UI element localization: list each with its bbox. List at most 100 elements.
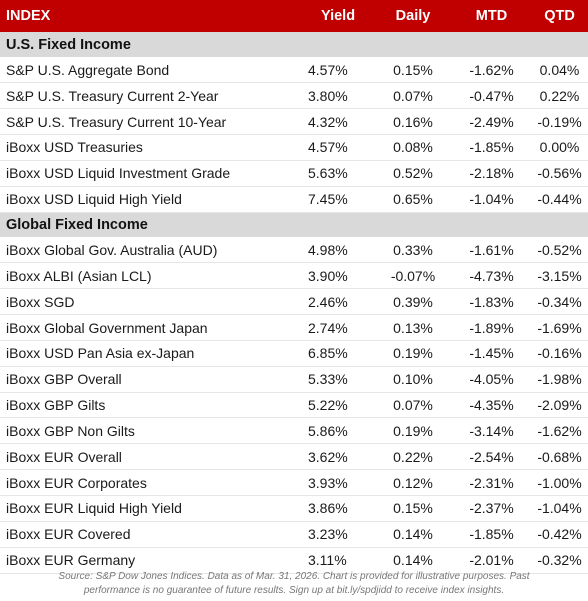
source-note: Source: S&P Dow Jones Indices. Data as o… — [0, 570, 588, 598]
mtd-cell: -4.35% — [452, 392, 531, 419]
daily-cell: 0.08% — [374, 134, 452, 161]
table-body: U.S. Fixed Income S&P U.S. Aggregate Bond… — [0, 32, 588, 574]
index-name-cell: iBoxx GBP Overall — [0, 366, 302, 393]
table-row: iBoxx EUR Liquid High Yield 3.86% 0.15% -2.… — [0, 495, 588, 522]
daily-cell: 0.14% — [374, 521, 452, 548]
index-name-cell: iBoxx Global Gov. Australia (AUD) — [0, 237, 302, 264]
source-note-line: Source: S&P Dow Jones Indices. Data as o… — [58, 571, 530, 582]
index-name-cell: iBoxx EUR Overall — [0, 443, 302, 471]
daily-cell: 0.14% — [374, 547, 452, 574]
qtd-cell: -0.19% — [531, 108, 588, 136]
table-row: S&P U.S. Treasury Current 10-Year 4.32% 0.… — [0, 108, 588, 136]
index-name-cell: iBoxx USD Treasuries — [0, 134, 302, 161]
table-row: iBoxx GBP Non Gilts 5.86% 0.19% -3.14% -1.62… — [0, 417, 588, 445]
fixed-income-table: INDEX Yield Daily MTD QTD U.S. Fixed Inc… — [0, 0, 588, 574]
section-title: Global Fixed Income — [6, 216, 148, 233]
yield-cell: 2.74% — [302, 314, 374, 341]
header-index: INDEX — [6, 8, 51, 24]
mtd-cell: -2.54% — [452, 443, 531, 471]
daily-cell: -0.07% — [374, 262, 452, 290]
daily-cell: 0.39% — [374, 288, 452, 316]
yield-cell: 4.32% — [302, 108, 374, 136]
mtd-cell: -1.45% — [452, 340, 531, 367]
daily-cell: 0.15% — [374, 57, 452, 84]
section-header: Global Fixed Income — [0, 212, 588, 238]
mtd-cell: -2.18% — [452, 160, 531, 187]
table-row: S&P U.S. Treasury Current 2-Year 3.80% 0.0… — [0, 82, 588, 110]
qtd-cell: 0.04% — [531, 57, 588, 84]
index-name-cell: iBoxx EUR Covered — [0, 521, 302, 548]
index-name-cell: S&P U.S. Aggregate Bond — [0, 57, 302, 84]
mtd-cell: -3.14% — [452, 417, 531, 445]
table-row: iBoxx GBP Gilts 5.22% 0.07% -4.35% -2.09% — [0, 392, 588, 419]
qtd-cell: -1.62% — [531, 417, 588, 445]
source-note-line: performance is no guarantee of future re… — [83, 585, 505, 596]
yield-cell: 4.57% — [302, 134, 374, 161]
table-row: iBoxx USD Liquid Investment Grade 5.63% 0.… — [0, 160, 588, 187]
yield-cell: 2.46% — [302, 288, 374, 316]
qtd-cell: -0.56% — [531, 160, 588, 187]
qtd-cell: -2.09% — [531, 392, 588, 419]
mtd-cell: -4.05% — [452, 366, 531, 393]
qtd-cell: -1.69% — [531, 314, 588, 341]
yield-cell: 5.63% — [302, 160, 374, 187]
daily-cell: 0.33% — [374, 237, 452, 264]
table-row: iBoxx USD Treasuries 4.57% 0.08% -1.85% 0.00… — [0, 134, 588, 161]
index-name-cell: iBoxx EUR Germany — [0, 547, 302, 574]
yield-cell: 3.23% — [302, 521, 374, 548]
mtd-cell: -1.89% — [452, 314, 531, 341]
index-name-cell: S&P U.S. Treasury Current 10-Year — [0, 108, 302, 136]
yield-cell: 3.93% — [302, 469, 374, 496]
qtd-cell: -0.52% — [531, 237, 588, 264]
daily-cell: 0.19% — [374, 340, 452, 367]
qtd-cell: -0.32% — [531, 547, 588, 574]
table-row: S&P U.S. Aggregate Bond 4.57% 0.15% -1.62% 0… — [0, 57, 588, 84]
table-row: iBoxx Global Government Japan 2.74% 0.13% -… — [0, 314, 588, 341]
qtd-cell: -1.04% — [531, 495, 588, 522]
index-name-cell: iBoxx ALBI (Asian LCL) — [0, 262, 302, 290]
daily-cell: 0.65% — [374, 186, 452, 213]
index-name-cell: iBoxx USD Liquid High Yield — [0, 186, 302, 213]
index-name-cell: iBoxx EUR Liquid High Yield — [0, 495, 302, 522]
table-row: iBoxx EUR Overall 3.62% 0.22% -2.54% -0.68% — [0, 443, 588, 471]
yield-cell: 3.62% — [302, 443, 374, 471]
qtd-cell: 0.00% — [531, 134, 588, 161]
daily-cell: 0.13% — [374, 314, 452, 341]
table-row: iBoxx ALBI (Asian LCL) 3.90% -0.07% -4.73% -… — [0, 262, 588, 290]
daily-cell: 0.19% — [374, 417, 452, 445]
daily-cell: 0.12% — [374, 469, 452, 496]
mtd-cell: -2.49% — [452, 108, 531, 136]
section-title: U.S. Fixed Income — [6, 36, 131, 53]
yield-cell: 5.33% — [302, 366, 374, 393]
table-row: iBoxx EUR Corporates 3.93% 0.12% -2.31% -1.0… — [0, 469, 588, 496]
index-name-cell: iBoxx GBP Gilts — [0, 392, 302, 419]
table-row: iBoxx SGD 2.46% 0.39% -1.83% -0.34% — [0, 288, 588, 316]
mtd-cell: -1.85% — [452, 134, 531, 161]
daily-cell: 0.15% — [374, 495, 452, 522]
index-name-cell: iBoxx USD Pan Asia ex-Japan — [0, 340, 302, 367]
mtd-cell: -2.31% — [452, 469, 531, 496]
index-name-cell: iBoxx GBP Non Gilts — [0, 417, 302, 445]
table-row: iBoxx EUR Germany 3.11% 0.14% -2.01% -0.32% — [0, 547, 588, 574]
index-name-cell: iBoxx USD Liquid Investment Grade — [0, 160, 302, 187]
yield-cell: 3.11% — [302, 547, 374, 574]
mtd-cell: -1.85% — [452, 521, 531, 548]
qtd-cell: 0.22% — [531, 82, 588, 110]
yield-cell: 7.45% — [302, 186, 374, 213]
yield-cell: 3.86% — [302, 495, 374, 522]
yield-cell: 3.90% — [302, 262, 374, 290]
index-name-cell: iBoxx Global Government Japan — [0, 314, 302, 341]
qtd-cell: -0.16% — [531, 340, 588, 367]
header-daily: Daily — [395, 8, 431, 24]
daily-cell: 0.52% — [374, 160, 452, 187]
table-row: iBoxx USD Pan Asia ex-Japan 6.85% 0.19% -1.… — [0, 340, 588, 367]
qtd-cell: -1.98% — [531, 366, 588, 393]
daily-cell: 0.22% — [374, 443, 452, 471]
mtd-cell: -2.01% — [452, 547, 531, 574]
daily-cell: 0.10% — [374, 366, 452, 393]
mtd-cell: -0.47% — [452, 82, 531, 110]
index-name-cell: S&P U.S. Treasury Current 2-Year — [0, 82, 302, 110]
header-row: INDEX Yield Daily MTD QTD — [0, 0, 588, 32]
header-qtd: QTD — [544, 8, 575, 24]
